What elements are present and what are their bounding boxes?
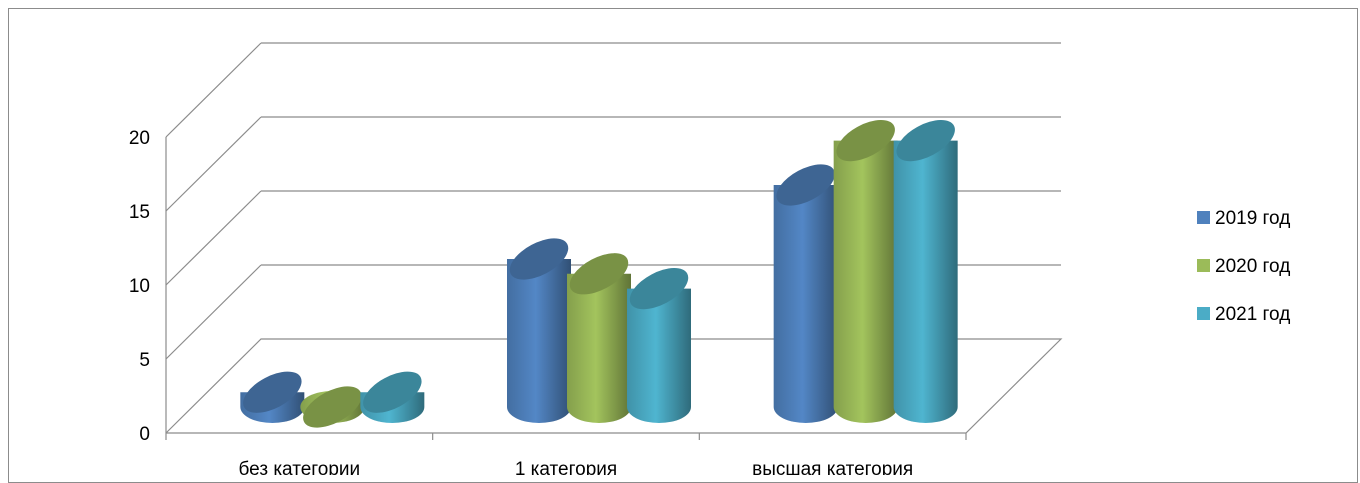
- cylinder-body: [627, 288, 691, 423]
- cylinder-top: [509, 238, 569, 280]
- cylinder-body: [833, 140, 898, 423]
- bar-2021-год-1: [627, 267, 691, 423]
- bar-2019-год-2: [773, 164, 838, 423]
- bar-2020-год-2: [833, 119, 898, 423]
- legend-label: 2021 год: [1215, 304, 1290, 325]
- cylinder-body: [567, 273, 631, 423]
- gridline-side-10: [165, 190, 262, 286]
- legend-label: 2019 год: [1215, 208, 1290, 229]
- cylinder-body: [773, 185, 838, 423]
- cylinder-top: [569, 253, 629, 295]
- bar-2020-год-1: [567, 253, 631, 423]
- gridline-side-5: [165, 264, 262, 360]
- bar-2021-год-0: [360, 371, 425, 423]
- x-category-label: без категории: [239, 459, 361, 475]
- y-tick-label: 5: [139, 350, 150, 371]
- cylinder-top: [836, 119, 895, 162]
- y-tick-label: 0: [139, 424, 150, 445]
- y-tick-label: 15: [129, 202, 150, 223]
- legend-swatch: [1197, 211, 1210, 224]
- bar-2020-год-0: [300, 386, 365, 428]
- cylinder-top: [363, 371, 422, 413]
- y-tick-label: 20: [129, 128, 150, 149]
- bar-2021-год-2: [893, 119, 958, 423]
- x-axis: без категории 1 категория высшая категория: [165, 433, 967, 475]
- legend-label: 2020 год: [1215, 256, 1290, 277]
- y-tick-label: 10: [129, 276, 150, 297]
- gridline-side-20: [165, 42, 262, 138]
- x-category-label: 1 категория: [515, 459, 617, 475]
- cylinder-body: [893, 140, 958, 423]
- cylinder-top: [896, 119, 955, 162]
- legend-swatch: [1197, 307, 1210, 320]
- cylinder-top: [629, 267, 689, 310]
- y-axis-ticks: 0 5 10 15 20: [129, 128, 150, 445]
- x-category-label: высшая категория: [752, 459, 913, 475]
- legend-swatch: [1197, 259, 1210, 272]
- cylinder-top: [303, 386, 362, 428]
- cylinder-body: [507, 259, 571, 423]
- cylinder-top: [243, 371, 302, 413]
- gridline-side-15: [165, 116, 262, 212]
- legend: 2019 год 2020 год 2021 год: [1197, 208, 1290, 325]
- bars: [240, 119, 958, 428]
- bar-2019-год-0: [240, 371, 305, 423]
- bar-2019-год-1: [507, 238, 571, 423]
- cylinder-top: [776, 164, 835, 206]
